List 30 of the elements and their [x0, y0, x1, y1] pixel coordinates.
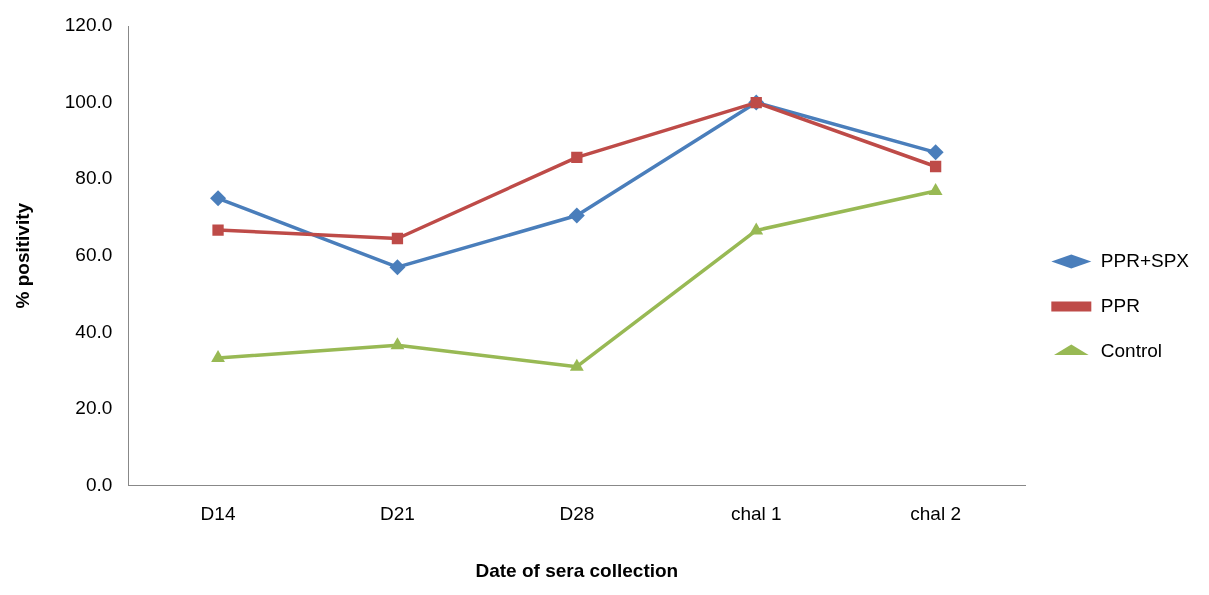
x-axis-title: Date of sera collection: [475, 559, 679, 581]
point: [929, 160, 942, 173]
y-tick-label: 120.0: [64, 14, 113, 36]
point: [211, 349, 225, 362]
y-tick-label: 60.0: [75, 243, 113, 265]
point: [928, 183, 943, 195]
point: [389, 259, 406, 276]
y-tick-label: 20.0: [75, 397, 113, 419]
x-tick-label: chal 2: [910, 503, 961, 525]
legend-label: PPR+SPX: [1100, 249, 1190, 271]
y-tick-label: 40.0: [75, 320, 113, 342]
point: [391, 232, 404, 245]
point: [927, 144, 944, 161]
y-tick-label: 80.0: [75, 167, 113, 189]
point: [390, 337, 405, 350]
y-tick-label: 100.0: [64, 90, 113, 112]
point: [749, 222, 764, 235]
point: [568, 207, 585, 224]
point: [569, 358, 584, 371]
x-tick-label: D14: [200, 503, 236, 525]
point: [212, 224, 224, 236]
point: [571, 151, 583, 163]
point: [210, 190, 227, 207]
x-tick-label: D28: [559, 503, 595, 525]
legend-label: Control: [1100, 339, 1163, 361]
legend-label: PPR: [1100, 294, 1140, 316]
y-axis-title: % positivity: [11, 202, 33, 309]
y-tick-label: 0.0: [85, 473, 113, 495]
x-tick-label: chal 1: [730, 503, 782, 525]
x-tick-label: D21: [380, 503, 415, 525]
